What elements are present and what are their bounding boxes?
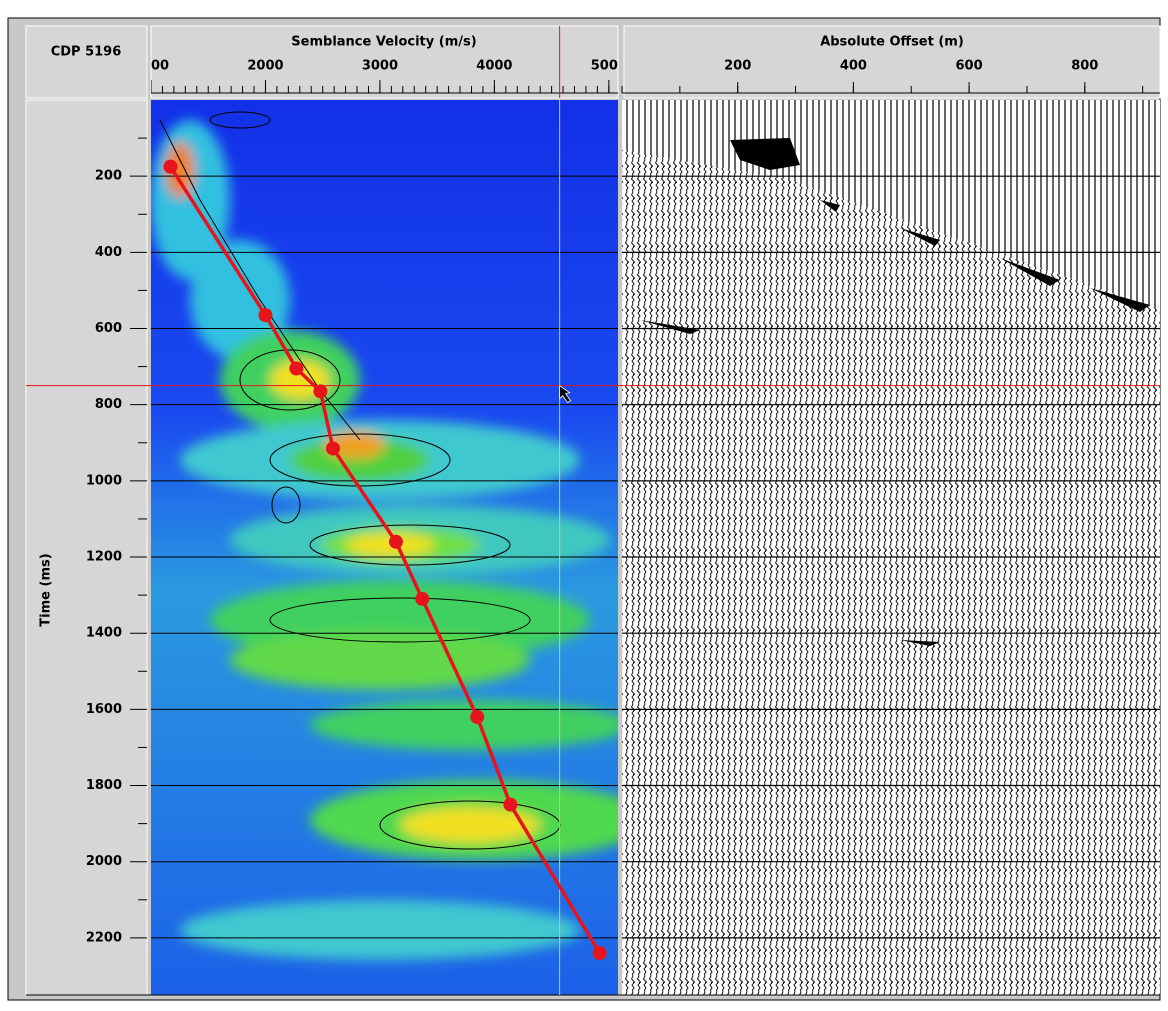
y-tick-label: 1000 (86, 473, 122, 488)
gather-image (622, 100, 1160, 995)
y-tick-label: 1400 (86, 626, 122, 641)
y-tick-label: 800 (95, 397, 122, 412)
y-tick-label: 2000 (86, 854, 122, 869)
pick-point (503, 798, 517, 812)
x-tick-label: 400 (840, 59, 867, 74)
x-tick-label: 200 (724, 59, 751, 74)
pick-point (470, 710, 484, 724)
x-tick-label: 600 (956, 59, 983, 74)
pick-point (258, 308, 272, 322)
y-tick-label: 1600 (86, 702, 122, 717)
x-tick-label: 4000 (476, 59, 512, 74)
pick-point (415, 592, 429, 606)
y-tick-label: 400 (95, 245, 122, 260)
cdp-label: CDP 5196 (51, 45, 122, 60)
y-tick-label: 1800 (86, 778, 122, 793)
pick-point (289, 362, 303, 376)
pick-point (389, 535, 403, 549)
pick-point (313, 384, 327, 398)
y-tick-label: 600 (95, 321, 122, 336)
y-axis-title: Time (ms) (39, 553, 54, 626)
screen: CDP 5196 Semblance Velocity (m/s) Absolu… (0, 0, 1168, 1011)
pick-point (326, 441, 340, 455)
offset-title: Absolute Offset (m) (820, 35, 964, 50)
label-box (26, 26, 147, 98)
y-tick-label: 1200 (86, 550, 122, 565)
x-tick-label: 3000 (362, 59, 398, 74)
y-tick-label: 2200 (86, 930, 122, 945)
semblance-title: Semblance Velocity (m/s) (291, 35, 476, 50)
y-tick-label: 200 (95, 169, 122, 184)
pick-point (163, 160, 177, 174)
x-tick-label: 800 (1071, 59, 1098, 74)
pick-point (593, 946, 607, 960)
x-tick-label: 2000 (247, 59, 283, 74)
